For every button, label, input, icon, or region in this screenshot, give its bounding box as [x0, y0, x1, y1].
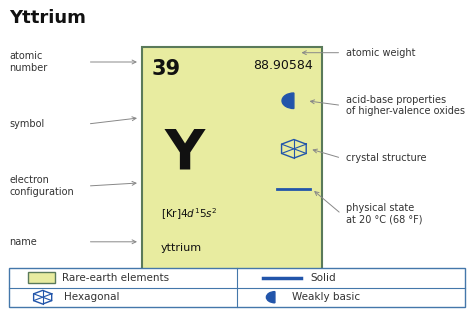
Text: Weakly basic: Weakly basic	[292, 292, 360, 302]
Text: Rare-earth elements: Rare-earth elements	[62, 273, 169, 283]
Text: acid-base properties
of higher-valence oxides: acid-base properties of higher-valence o…	[346, 95, 465, 116]
Bar	[28, 272, 55, 283]
Text: 39: 39	[152, 59, 181, 79]
Bar	[142, 46, 322, 270]
Text: name: name	[9, 237, 37, 247]
Text: electron
configuration: electron configuration	[9, 175, 74, 197]
Bar	[9, 268, 465, 307]
Text: atomic weight: atomic weight	[346, 48, 416, 58]
Text: Y: Y	[165, 127, 205, 181]
Text: yttrium: yttrium	[161, 243, 202, 253]
Wedge shape	[282, 93, 294, 108]
Text: crystal structure: crystal structure	[346, 153, 427, 163]
Text: Hexagonal: Hexagonal	[64, 292, 119, 302]
Wedge shape	[266, 292, 275, 303]
Text: physical state
at 20 °C (68 °F): physical state at 20 °C (68 °F)	[346, 203, 422, 225]
Text: Yttrium: Yttrium	[9, 9, 86, 27]
Text: atomic
number: atomic number	[9, 51, 48, 73]
Text: [Kr]4$d^1$5$s^2$: [Kr]4$d^1$5$s^2$	[161, 206, 218, 222]
Text: 88.90584: 88.90584	[253, 59, 313, 72]
Text: Solid: Solid	[310, 273, 336, 283]
Text: symbol: symbol	[9, 119, 45, 129]
